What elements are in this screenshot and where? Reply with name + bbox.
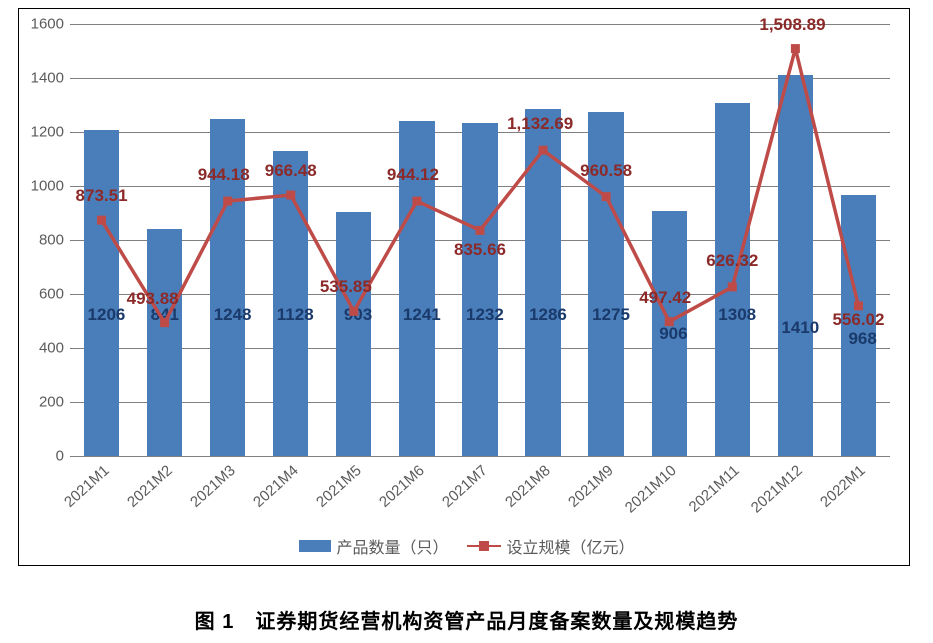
y-tick-label: 1200 (31, 124, 70, 141)
gridline (70, 456, 890, 457)
line-value-label: 556.02 (832, 310, 884, 330)
line-value-label: 1,508.89 (759, 15, 825, 35)
line-value-label: 626.32 (706, 251, 758, 271)
figure-caption: 图 1 证券期货经营机构资管产品月度备案数量及规模趋势 (0, 605, 933, 634)
line-value-label: 535.85 (320, 277, 372, 297)
line-value-label: 944.12 (387, 165, 439, 185)
legend-item-bar: 产品数量（只） (298, 534, 448, 558)
line-marker (602, 192, 611, 201)
y-tick-label: 400 (39, 340, 70, 357)
y-tick-label: 800 (39, 232, 70, 249)
chart-legend: 产品数量（只） 设立规模（亿元） (298, 534, 634, 558)
y-tick-label: 0 (56, 448, 70, 465)
line-value-label: 966.48 (265, 161, 317, 181)
line-value-label: 873.51 (76, 186, 128, 206)
line-marker (412, 197, 421, 206)
line-marker (286, 191, 295, 200)
line-path (102, 49, 859, 323)
line-marker (97, 216, 106, 225)
line-marker (349, 307, 358, 316)
line-marker (539, 146, 548, 155)
line-marker (791, 44, 800, 53)
y-tick-label: 600 (39, 286, 70, 303)
line-value-label: 497.42 (639, 288, 691, 308)
line-marker (160, 318, 169, 327)
y-tick-label: 1400 (31, 70, 70, 87)
legend-label-line: 设立规模（亿元） (507, 534, 635, 558)
y-tick-label: 1000 (31, 178, 70, 195)
plot-area: 0200400600800100012001400160012062021M18… (70, 24, 890, 456)
legend-swatch-bar (298, 540, 330, 552)
line-marker (728, 282, 737, 291)
line-value-label: 493.88 (127, 289, 179, 309)
line-value-label: 944.18 (198, 165, 250, 185)
line-marker (665, 317, 674, 326)
line-marker (476, 226, 485, 235)
y-tick-label: 200 (39, 394, 70, 411)
line-value-label: 835.66 (454, 240, 506, 260)
y-tick-label: 1600 (31, 16, 70, 33)
line-value-label: 960.58 (580, 161, 632, 181)
figure-container: 0200400600800100012001400160012062021M18… (0, 0, 933, 643)
legend-label-bar: 产品数量（只） (336, 534, 448, 558)
line-marker (223, 197, 232, 206)
line-value-label: 1,132.69 (507, 114, 573, 134)
legend-swatch-line (467, 545, 501, 547)
legend-item-line: 设立规模（亿元） (467, 534, 635, 558)
